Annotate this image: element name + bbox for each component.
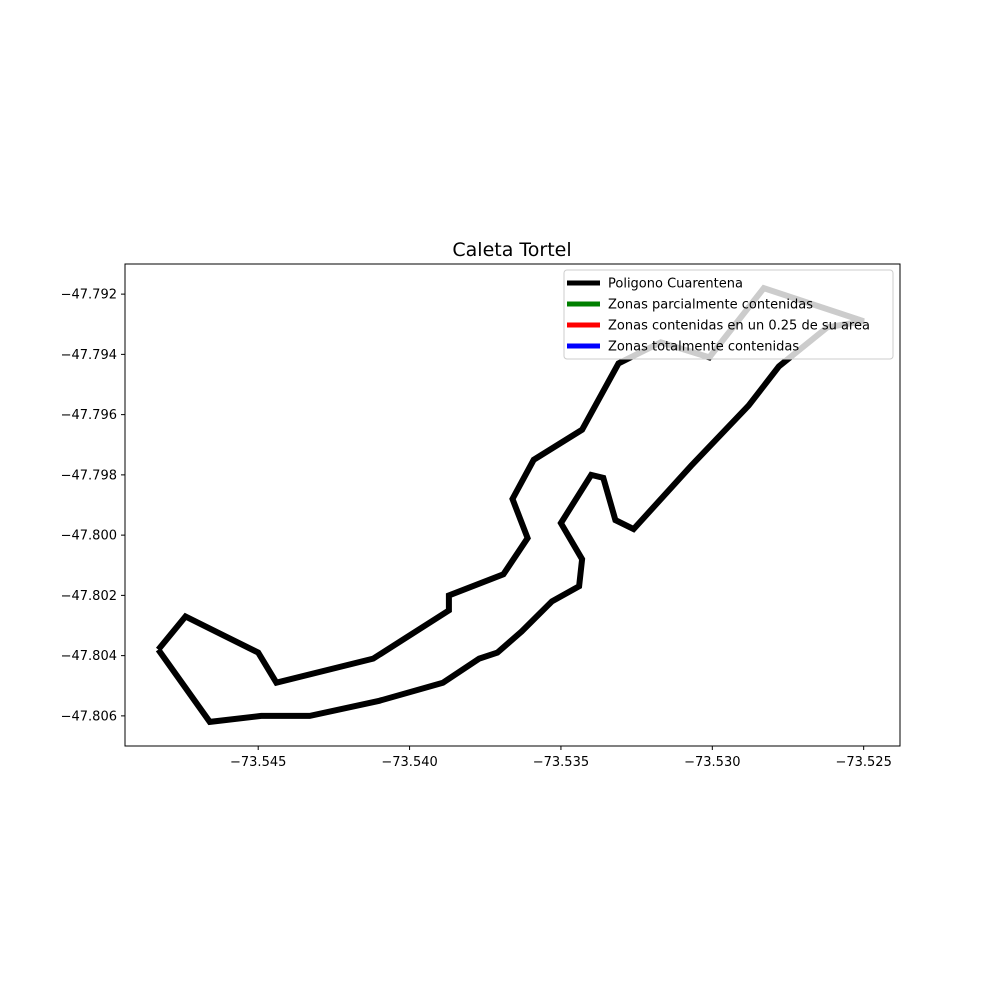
- y-tick-label: −47.792: [61, 288, 117, 303]
- series-line-0: [155, 284, 865, 726]
- x-tick-label: −73.530: [684, 755, 740, 770]
- y-axis: −47.792 −47.794 −47.796 −47.798 −47.800 −47.8…: [61, 288, 125, 724]
- legend-label-2: Zonas contenidas en un 0.25 de su area: [608, 319, 870, 334]
- y-tick-label: −47.796: [61, 408, 117, 423]
- chart-title: Caleta Tortel: [452, 239, 571, 261]
- y-tick-label: −47.798: [61, 468, 117, 483]
- y-tick-label: −47.794: [61, 348, 117, 363]
- legend-box: [563, 269, 894, 360]
- legend-label-3: Zonas totalmente contenidas: [608, 340, 799, 355]
- x-axis: −73.545 −73.540 −73.535 −73.530 −73.525: [230, 746, 892, 770]
- x-tick-label: −73.535: [533, 755, 589, 770]
- plot-area: [155, 284, 865, 726]
- y-tick-label: −47.800: [61, 529, 117, 544]
- legend-label-1: Zonas parcialmente contenidas: [608, 298, 813, 313]
- x-tick-label: −73.545: [230, 755, 286, 770]
- y-tick-label: −47.802: [61, 589, 117, 604]
- legend: Poligono Cuarentena Zonas parcialmente co…: [563, 269, 894, 360]
- legend-label-0: Poligono Cuarentena: [608, 277, 743, 292]
- axes-frame: [124, 263, 901, 747]
- y-tick-label: −47.804: [61, 649, 117, 664]
- x-tick-label: −73.540: [381, 755, 437, 770]
- y-tick-label: −47.806: [61, 709, 117, 724]
- x-tick-label: −73.525: [835, 755, 891, 770]
